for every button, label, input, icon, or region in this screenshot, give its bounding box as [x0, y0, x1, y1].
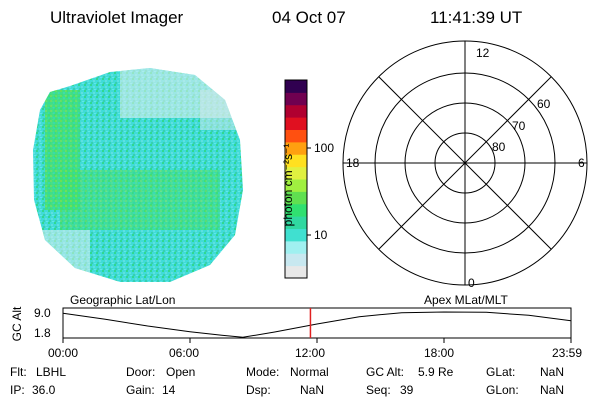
colorbar-segment	[285, 154, 307, 168]
info-gain-label: Gain:	[126, 383, 155, 397]
colorbar-tick-label-100: 100	[314, 141, 335, 155]
time-label: 11:41:39 UT	[430, 8, 523, 27]
info-dsp-label: Dsp:	[246, 383, 271, 397]
info-gcalt-value: 5.9 Re	[418, 365, 454, 379]
mlt-label-12: 12	[476, 46, 490, 60]
info-glon-value: NaN	[540, 383, 565, 397]
colorbar-segment	[285, 129, 307, 143]
info-glat-value: NaN	[540, 365, 565, 379]
mlt-label-18: 18	[346, 156, 360, 170]
colorbar-segment	[285, 191, 307, 205]
info-gcalt-label: GC Alt:	[366, 365, 405, 379]
colorbar-segment	[285, 141, 307, 155]
ytick-top: 9.0	[34, 306, 51, 320]
colorbar-segment	[285, 104, 307, 118]
info-seq-value: 39	[400, 383, 414, 397]
colorbar-segment	[285, 117, 307, 130]
colorbar-segment	[285, 216, 307, 229]
colorbar-segment	[285, 92, 307, 106]
instrument-title: Ultraviolet Imager	[50, 8, 184, 27]
colorbar-segment	[285, 203, 307, 217]
lat-label-80: 80	[492, 140, 506, 154]
geo-title: Geographic Lat/Lon	[70, 293, 176, 307]
mlt-label-6: 6	[578, 156, 585, 170]
colorbar-segment	[285, 166, 307, 180]
colorbar-tick-label-10: 10	[314, 228, 328, 242]
colorbar-label: photon cm⁻²s⁻¹	[281, 143, 295, 227]
info-flt-value: LBHL	[36, 365, 67, 379]
xtick-label-0000: 00:00	[48, 346, 79, 360]
colorbar-segment	[285, 80, 307, 93]
info-ip-label: IP:	[10, 383, 25, 397]
xtick-label-1800: 18:00	[424, 346, 455, 360]
xtick-label-0600: 06:00	[169, 346, 200, 360]
info-glat-label: GLat:	[486, 365, 516, 379]
info-dsp-value: NaN	[300, 383, 325, 397]
colorbar-segment	[285, 253, 307, 267]
apex-title: Apex MLat/MLT	[424, 293, 508, 307]
lat-label-60: 60	[537, 97, 551, 111]
gc-alt-ylabel: GC Alt	[10, 306, 24, 342]
date-label: 04 Oct 07	[272, 8, 346, 27]
info-gain-value: 14	[162, 383, 176, 397]
colorbar-segment	[285, 240, 307, 254]
colorbar-segment	[285, 179, 307, 192]
uvi-image	[33, 68, 243, 282]
info-mode-value: Normal	[290, 365, 329, 379]
colorbar-frame	[284, 79, 308, 279]
info-door-value: Open	[166, 365, 196, 379]
info-flt-label: Flt:	[10, 365, 27, 379]
info-ip-value: 36.0	[32, 383, 56, 397]
timeline-plot	[62, 307, 572, 343]
colorbar	[285, 80, 307, 279]
info-door-label: Door:	[126, 365, 156, 379]
xtick-label-2359: 23:59	[552, 346, 583, 360]
info-mode-label: Mode:	[246, 365, 280, 379]
colorbar-segment	[285, 228, 307, 242]
xtick-label-1200: 12:00	[295, 346, 326, 360]
gc-alt-line	[62, 311, 572, 338]
info-glon-label: GLon:	[486, 383, 519, 397]
colorbar-segment	[285, 265, 307, 279]
polar-plot	[342, 40, 588, 286]
lat-label-70: 70	[512, 119, 526, 133]
mlt-label-0: 0	[468, 276, 475, 290]
info-seq-label: Seq:	[366, 383, 391, 397]
ytick-bottom: 1.8	[34, 326, 51, 340]
